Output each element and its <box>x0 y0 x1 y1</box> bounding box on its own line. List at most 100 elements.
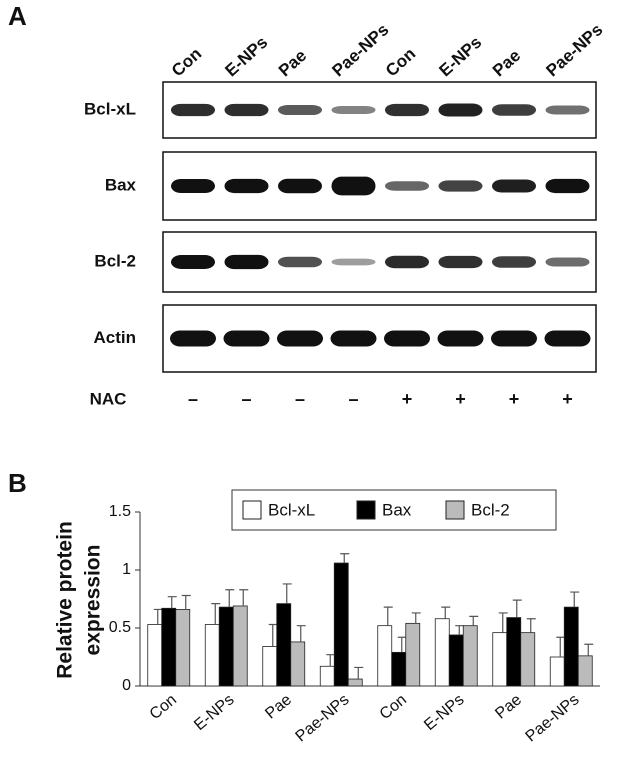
error-bar <box>526 618 536 633</box>
blot-band <box>171 103 215 117</box>
lane-label: Pae-NPs <box>542 20 606 80</box>
y-tick-label: 1 <box>122 561 131 578</box>
legend-box <box>231 489 557 531</box>
blot-band <box>224 254 269 270</box>
bar <box>492 632 508 687</box>
panel-label: B <box>8 468 27 498</box>
blot-band <box>331 176 376 196</box>
y-axis-label: Relative protein <box>54 521 77 679</box>
lane-label: Pae <box>275 46 310 80</box>
error-bar <box>167 596 177 609</box>
bar <box>563 606 579 687</box>
bar <box>391 651 407 687</box>
treatment-sign: – <box>348 389 358 409</box>
x-tick-label: Pae <box>262 691 295 722</box>
blot-band <box>171 178 215 194</box>
x-tick-label: E-NPs <box>191 691 237 734</box>
blot-band <box>544 330 591 347</box>
x-tick-label: Pae <box>492 691 525 722</box>
error-bar <box>282 583 292 604</box>
blot-band <box>492 256 536 268</box>
bar <box>377 625 393 687</box>
bar <box>175 609 191 687</box>
bar <box>290 641 306 687</box>
blot-band <box>223 330 270 347</box>
legend-swatch <box>356 500 376 520</box>
blot-band <box>437 330 484 347</box>
error-bar <box>211 603 221 625</box>
bar <box>232 605 248 687</box>
blot-band <box>438 180 483 192</box>
blot-band <box>545 178 590 194</box>
bar <box>204 624 220 687</box>
blot-band <box>492 104 536 116</box>
bar <box>577 655 593 687</box>
row-label: Actin <box>94 328 137 347</box>
y-axis-label: expression <box>82 545 105 656</box>
bar <box>319 665 335 687</box>
error-bar <box>153 608 163 625</box>
error-bar <box>397 636 407 653</box>
blot-band <box>438 255 483 269</box>
bar <box>147 624 163 687</box>
lane-label: Pae-NPs <box>328 20 392 80</box>
treatment-sign: – <box>241 389 251 409</box>
blot-band <box>385 103 429 117</box>
treatment-sign: + <box>402 389 413 409</box>
blot-band <box>491 330 537 347</box>
blot-band <box>385 181 429 191</box>
lane-label: Con <box>168 44 205 80</box>
bar <box>506 617 522 687</box>
x-tick-label: Con <box>377 691 410 723</box>
y-tick-label: 0.5 <box>109 619 131 636</box>
x-tick-label: E-NPs <box>421 691 467 734</box>
x-tick-label: Pae-NPs <box>293 691 353 745</box>
lane-label: E-NPs <box>435 33 485 81</box>
panel-label: A <box>8 1 27 31</box>
blot-band <box>278 178 322 194</box>
error-bar <box>584 643 594 656</box>
y-tick-label: 0 <box>122 677 131 694</box>
blot-band <box>438 103 483 117</box>
blot-band <box>331 105 376 115</box>
blot-band <box>492 179 536 193</box>
error-bar <box>326 654 336 667</box>
bar <box>218 606 234 687</box>
treatment-sign: – <box>295 389 305 409</box>
blot-band <box>278 104 322 116</box>
bar <box>405 622 421 687</box>
blot-band <box>385 255 429 269</box>
error-bar <box>239 589 249 606</box>
error-bar <box>181 594 191 610</box>
error-bar <box>441 606 451 619</box>
blot-band <box>224 178 269 194</box>
error-bar <box>498 612 508 633</box>
y-tick-label: 1.5 <box>109 503 131 520</box>
lane-label: E-NPs <box>221 33 271 81</box>
error-bar <box>556 636 566 657</box>
lane-label: Con <box>382 44 419 80</box>
treatment-sign: + <box>509 389 520 409</box>
treatment-sign: – <box>188 389 198 409</box>
bar <box>448 634 464 687</box>
error-bar <box>225 589 235 608</box>
x-tick-label: Con <box>147 691 180 723</box>
error-bar <box>455 625 465 635</box>
bar <box>520 632 536 687</box>
legend-label: Bcl-xL <box>268 500 315 519</box>
row-label: Bcl-2 <box>94 251 136 270</box>
blot-band <box>384 330 430 347</box>
error-bar <box>383 606 393 626</box>
blot-band <box>277 330 323 347</box>
error-bar <box>296 625 306 642</box>
error-bar <box>268 623 278 647</box>
bar <box>549 656 565 687</box>
legend-label: Bcl-2 <box>471 500 510 519</box>
blot-band <box>170 330 216 347</box>
blot-band <box>545 105 590 115</box>
error-bar <box>411 612 421 624</box>
error-bar <box>340 553 350 564</box>
error-bar <box>512 599 522 618</box>
blot-band <box>331 258 376 266</box>
error-bar <box>354 666 364 680</box>
